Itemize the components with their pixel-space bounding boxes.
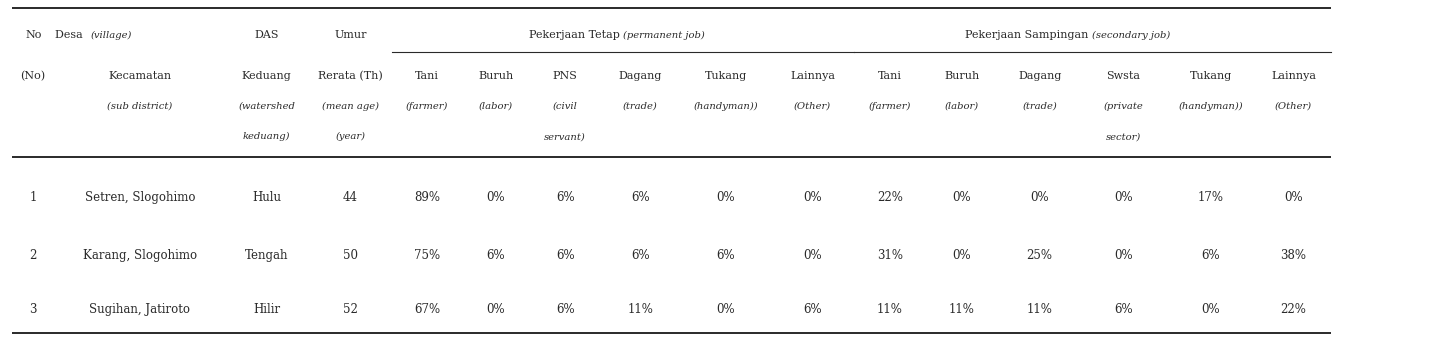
Text: 0%: 0% (717, 191, 735, 204)
Text: 67%: 67% (414, 303, 440, 316)
Text: (secondary job): (secondary job) (1093, 31, 1171, 40)
Text: Sugihan, Jatiroto: Sugihan, Jatiroto (89, 303, 190, 316)
Text: 3: 3 (29, 303, 37, 316)
Text: Tani: Tani (878, 71, 901, 81)
Text: 22%: 22% (1280, 303, 1306, 316)
Text: 6%: 6% (1115, 303, 1132, 316)
Text: 17%: 17% (1197, 191, 1224, 204)
Text: 6%: 6% (557, 303, 574, 316)
Text: (civil: (civil (552, 102, 578, 111)
Text: Rerata (Th): Rerata (Th) (319, 71, 382, 81)
Text: 11%: 11% (949, 303, 975, 316)
Text: 0%: 0% (1031, 191, 1048, 204)
Text: (labor): (labor) (479, 102, 513, 111)
Text: (No): (No) (20, 71, 46, 81)
Text: 11%: 11% (877, 303, 903, 316)
Text: (Other): (Other) (1275, 102, 1312, 111)
Text: (handyman)): (handyman)) (694, 102, 758, 111)
Text: Setren, Slogohimo: Setren, Slogohimo (85, 191, 195, 204)
Text: Hilir: Hilir (254, 303, 280, 316)
Text: 44: 44 (343, 191, 358, 204)
Text: Hulu: Hulu (252, 191, 281, 204)
Text: 25%: 25% (1027, 249, 1053, 262)
Text: (trade): (trade) (1022, 102, 1057, 111)
Text: Dagang: Dagang (1018, 71, 1061, 81)
Text: Pekerjaan Sampingan: Pekerjaan Sampingan (966, 30, 1093, 41)
Text: Tani: Tani (415, 71, 438, 81)
Text: 38%: 38% (1280, 249, 1306, 262)
Text: (village): (village) (91, 31, 133, 40)
Text: (year): (year) (336, 132, 365, 141)
Text: 0%: 0% (487, 303, 505, 316)
Text: (private: (private (1103, 102, 1144, 111)
Text: keduang): keduang) (244, 132, 290, 141)
Text: 2: 2 (29, 249, 37, 262)
Text: Tengah: Tengah (245, 249, 288, 262)
Text: (trade): (trade) (623, 102, 658, 111)
Text: 6%: 6% (557, 249, 574, 262)
Text: Lainnya: Lainnya (790, 71, 835, 81)
Text: (farmer): (farmer) (868, 102, 911, 111)
Text: 0%: 0% (1201, 303, 1220, 316)
Text: 6%: 6% (717, 249, 735, 262)
Text: (Other): (Other) (795, 102, 831, 111)
Text: 11%: 11% (1027, 303, 1053, 316)
Text: 6%: 6% (557, 191, 574, 204)
Text: 75%: 75% (414, 249, 440, 262)
Text: 0%: 0% (487, 191, 505, 204)
Text: Kecamatan: Kecamatan (108, 71, 172, 81)
Text: 22%: 22% (877, 191, 903, 204)
Text: Tukang: Tukang (1190, 71, 1231, 81)
Text: 0%: 0% (803, 191, 822, 204)
Text: 89%: 89% (414, 191, 440, 204)
Text: No: No (25, 30, 42, 41)
Text: 1: 1 (29, 191, 37, 204)
Text: Pekerjaan Tetap: Pekerjaan Tetap (529, 30, 623, 41)
Text: Karang, Slogohimo: Karang, Slogohimo (82, 249, 198, 262)
Text: 0%: 0% (953, 191, 970, 204)
Text: Desa: Desa (55, 30, 87, 41)
Text: 6%: 6% (803, 303, 822, 316)
Text: 0%: 0% (1115, 249, 1132, 262)
Text: 0%: 0% (953, 249, 970, 262)
Text: (mean age): (mean age) (322, 102, 379, 111)
Text: Tukang: Tukang (705, 71, 747, 81)
Text: 0%: 0% (717, 303, 735, 316)
Text: 0%: 0% (1285, 191, 1302, 204)
Text: 31%: 31% (877, 249, 903, 262)
Text: (sub district): (sub district) (107, 102, 173, 111)
Text: Keduang: Keduang (242, 71, 291, 81)
Text: 50: 50 (343, 249, 358, 262)
Text: 6%: 6% (632, 249, 649, 262)
Text: servant): servant) (545, 132, 585, 141)
Text: DAS: DAS (255, 30, 278, 41)
Text: PNS: PNS (552, 71, 578, 81)
Text: 11%: 11% (627, 303, 653, 316)
Text: Swsta: Swsta (1106, 71, 1141, 81)
Text: 0%: 0% (1115, 191, 1132, 204)
Text: 6%: 6% (487, 249, 505, 262)
Text: Umur: Umur (335, 30, 366, 41)
Text: (farmer): (farmer) (405, 102, 448, 111)
Text: 0%: 0% (803, 249, 822, 262)
Text: (watershed: (watershed (238, 102, 296, 111)
Text: sector): sector) (1106, 132, 1141, 141)
Text: (handyman)): (handyman)) (1178, 102, 1243, 111)
Text: Buruh: Buruh (945, 71, 979, 81)
Text: (permanent job): (permanent job) (623, 31, 705, 40)
Text: 52: 52 (343, 303, 358, 316)
Text: 6%: 6% (632, 191, 649, 204)
Text: 6%: 6% (1201, 249, 1220, 262)
Text: (labor): (labor) (945, 102, 979, 111)
Text: Buruh: Buruh (479, 71, 513, 81)
Text: Dagang: Dagang (619, 71, 662, 81)
Text: Lainnya: Lainnya (1270, 71, 1317, 81)
